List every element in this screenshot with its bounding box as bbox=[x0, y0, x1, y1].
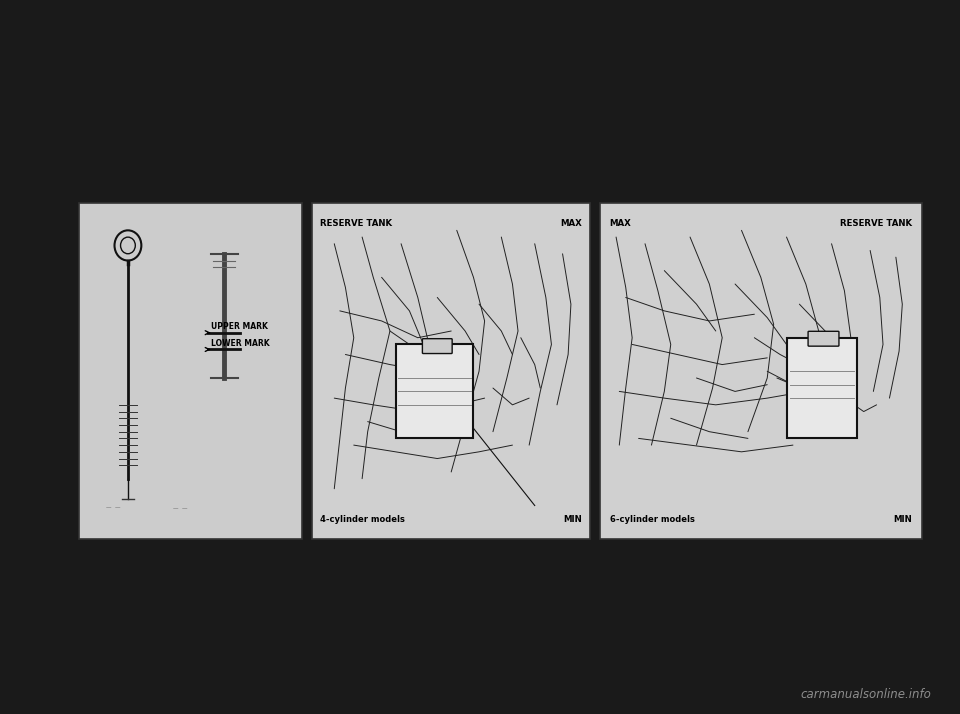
Text: 4-cylinder models: 4-cylinder models bbox=[321, 515, 405, 524]
FancyBboxPatch shape bbox=[422, 338, 452, 353]
FancyBboxPatch shape bbox=[786, 338, 857, 438]
Text: MAX: MAX bbox=[610, 218, 632, 228]
FancyBboxPatch shape bbox=[79, 203, 302, 539]
Text: MIN: MIN bbox=[893, 515, 912, 524]
Text: 6-cylinder models: 6-cylinder models bbox=[610, 515, 694, 524]
FancyBboxPatch shape bbox=[600, 203, 922, 539]
FancyBboxPatch shape bbox=[808, 331, 839, 346]
FancyBboxPatch shape bbox=[312, 203, 590, 539]
Text: RESERVE TANK: RESERVE TANK bbox=[321, 218, 393, 228]
Text: —  —: — — bbox=[173, 506, 187, 511]
Text: RESERVE TANK: RESERVE TANK bbox=[840, 218, 912, 228]
Text: UPPER MARK: UPPER MARK bbox=[210, 322, 268, 331]
Text: —  —: — — bbox=[106, 505, 120, 510]
Text: carmanualsonline.info: carmanualsonline.info bbox=[801, 688, 931, 701]
Text: MIN: MIN bbox=[564, 515, 582, 524]
Text: MAX: MAX bbox=[561, 218, 582, 228]
Text: LOWER MARK: LOWER MARK bbox=[210, 338, 270, 348]
FancyBboxPatch shape bbox=[396, 344, 473, 438]
